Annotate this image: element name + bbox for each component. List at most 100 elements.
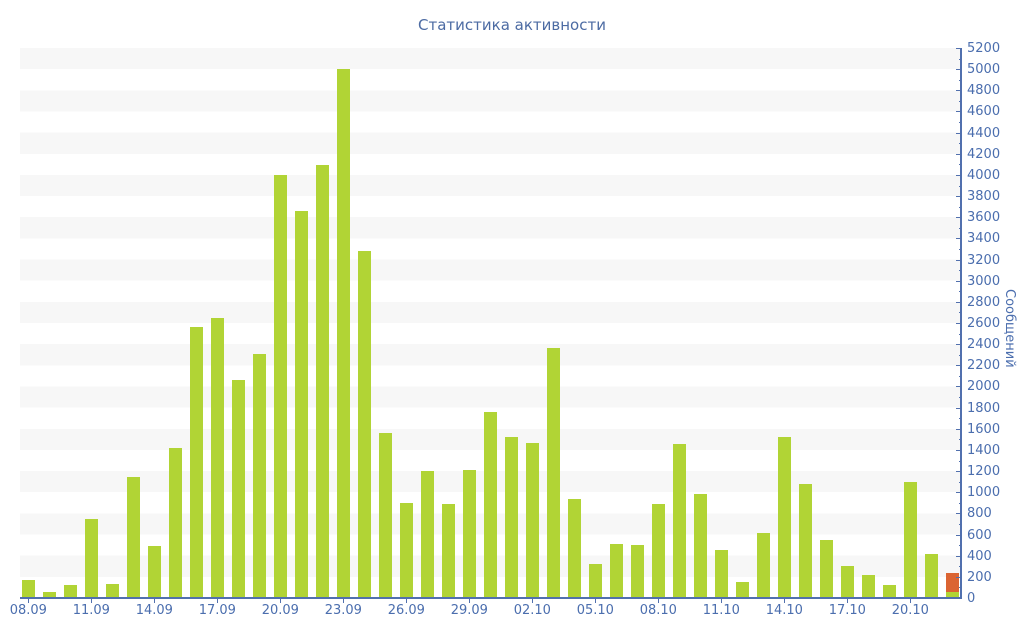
bar-22.09-messages-green[interactable] — [315, 165, 329, 598]
bar-18.10-messages-green[interactable] — [861, 574, 875, 598]
y-axis-tick — [956, 301, 961, 303]
x-axis-tick — [847, 599, 849, 603]
x-axis-tick — [406, 599, 408, 603]
y-axis-tick — [959, 502, 961, 504]
bar-12.10-messages-green[interactable] — [735, 582, 749, 598]
bar-22.10-messages-orange-highlight[interactable] — [945, 572, 959, 592]
bar-17.09-messages-green[interactable] — [210, 317, 224, 598]
bar-08.09-messages-green[interactable] — [21, 580, 35, 598]
x-axis-tick — [784, 599, 786, 603]
x-axis-tick — [280, 599, 282, 603]
bar-09.10-messages-green[interactable] — [672, 443, 686, 598]
y-axis-tick — [959, 164, 961, 166]
y-axis-tick — [959, 185, 961, 187]
y-axis-tick-label: 5200 — [967, 41, 1001, 56]
y-axis-tick-label: 2600 — [967, 316, 1001, 331]
y-axis-tick — [956, 90, 961, 92]
y-axis-tick — [959, 566, 961, 568]
bar-17.10-messages-green[interactable] — [840, 566, 854, 598]
y-axis-tick — [956, 471, 961, 473]
y-axis-tick-label: 5000 — [967, 62, 1001, 78]
y-axis-line — [960, 48, 962, 599]
y-axis-tick — [956, 534, 961, 536]
bar-29.09-messages-green[interactable] — [462, 470, 476, 598]
y-axis-tick-label: 1600 — [967, 421, 1001, 437]
bar-15.10-messages-green[interactable] — [798, 483, 812, 598]
x-axis-tick-label: 14.10 — [765, 603, 803, 618]
y-axis-tick — [959, 122, 961, 124]
bar-15.09-messages-green[interactable] — [168, 447, 182, 598]
x-axis-tick-label: 14.09 — [135, 603, 173, 618]
bar-21.10-messages-green[interactable] — [924, 553, 938, 598]
bar-11.09-messages-green[interactable] — [84, 518, 98, 598]
y-axis-tick-label: 3800 — [967, 189, 1001, 205]
bar-14.10-messages-green[interactable] — [777, 437, 791, 598]
x-axis-tick — [217, 599, 219, 603]
y-axis-tick-label: 2200 — [967, 358, 1001, 374]
bar-12.09-messages-green[interactable] — [105, 584, 119, 598]
bar-07.10-messages-green[interactable] — [630, 545, 644, 598]
bar-13.09-messages-green[interactable] — [126, 477, 140, 598]
x-axis-tick-label: 11.09 — [72, 603, 110, 618]
bar-05.10-messages-green[interactable] — [588, 564, 602, 598]
bar-16.09-messages-green[interactable] — [189, 327, 203, 598]
bar-28.09-messages-green[interactable] — [441, 503, 455, 598]
y-axis-tick — [959, 58, 961, 60]
bar-25.09-messages-green[interactable] — [378, 433, 392, 598]
y-axis-tick-label: 400 — [967, 548, 992, 564]
y-axis-tick-label: 1400 — [967, 442, 1001, 458]
bar-20.10-messages-green[interactable] — [903, 481, 917, 598]
x-axis-tick — [532, 599, 534, 603]
bar-10.10-messages-green[interactable] — [693, 494, 707, 598]
y-axis-tick-label: 4000 — [967, 167, 1001, 183]
bar-18.09-messages-green[interactable] — [231, 380, 245, 598]
x-axis-tick-label: 11.10 — [702, 603, 740, 618]
y-axis-tick-label: 2400 — [967, 337, 1001, 353]
y-axis-tick — [959, 354, 961, 356]
bar-22.10-messages-green[interactable] — [945, 591, 959, 598]
y-axis-tick-label: 2000 — [967, 379, 1001, 395]
y-axis-tick-label: 800 — [967, 506, 992, 522]
bar-19.09-messages-green[interactable] — [252, 353, 266, 598]
bar-19.10-messages-green[interactable] — [882, 585, 896, 598]
plot-area — [20, 48, 961, 598]
y-axis-tick-label: 4400 — [967, 125, 1001, 141]
y-axis-tick — [959, 439, 961, 441]
y-axis-tick — [956, 259, 961, 261]
bar-14.09-messages-green[interactable] — [147, 546, 161, 598]
bar-08.10-messages-green[interactable] — [651, 503, 665, 598]
y-axis-tick — [956, 238, 961, 240]
bar-21.09-messages-green[interactable] — [294, 210, 308, 598]
bar-04.10-messages-green[interactable] — [567, 498, 581, 598]
bar-10.09-messages-green[interactable] — [63, 585, 77, 598]
bar-20.09-messages-green[interactable] — [273, 174, 287, 598]
bar-26.09-messages-green[interactable] — [399, 502, 413, 598]
bar-06.10-messages-green[interactable] — [609, 544, 623, 598]
bar-03.10-messages-green[interactable] — [546, 348, 560, 598]
y-axis-tick — [956, 217, 961, 219]
x-axis-tick-label: 20.10 — [891, 603, 929, 618]
bar-30.09-messages-green[interactable] — [483, 411, 497, 598]
y-axis-tick — [959, 460, 961, 462]
bar-01.10-messages-green[interactable] — [504, 437, 518, 598]
x-axis-tick-label: 23.09 — [324, 603, 362, 618]
bar-02.10-messages-green[interactable] — [525, 442, 539, 598]
bar-09.09-messages-green[interactable] — [42, 591, 56, 598]
bar-11.10-messages-green[interactable] — [714, 550, 728, 598]
y-axis-tick-label: 4600 — [967, 104, 1001, 120]
x-axis-tick-label: 02.10 — [513, 603, 551, 618]
bar-27.09-messages-green[interactable] — [420, 471, 434, 598]
x-axis-tick — [91, 599, 93, 603]
y-axis-title: Сообщений — [1002, 288, 1017, 368]
bar-24.09-messages-green[interactable] — [357, 251, 371, 598]
x-axis-tick-label: 17.10 — [828, 603, 866, 618]
y-axis-tick — [956, 111, 961, 113]
y-axis-tick — [959, 397, 961, 399]
bar-16.10-messages-green[interactable] — [819, 539, 833, 598]
y-axis-tick — [956, 69, 961, 71]
bar-23.09-messages-green[interactable] — [336, 69, 350, 598]
y-axis-tick — [959, 227, 961, 229]
y-axis-tick-label: 1800 — [967, 400, 1001, 416]
y-axis-tick — [959, 587, 961, 589]
bar-13.10-messages-green[interactable] — [756, 533, 770, 598]
